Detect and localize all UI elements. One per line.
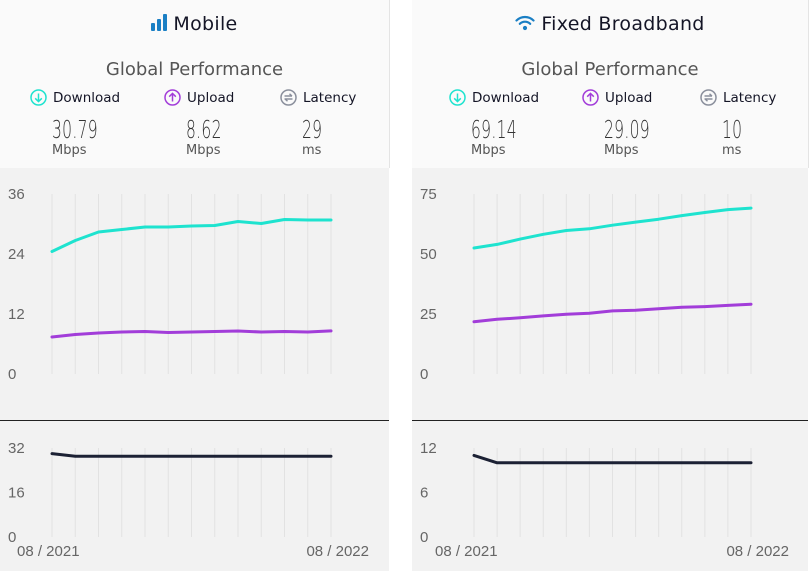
metric-label: Upload (187, 90, 235, 106)
panel-mobile: Mobile Global Performance Download 30.79… (0, 0, 390, 571)
metric-unit: ms (722, 143, 742, 158)
metric-unit: Mbps (604, 143, 639, 158)
metric-value: 69.14 (471, 115, 517, 144)
signal-bars-icon (151, 14, 168, 36)
latency-y-tick-label: 32 (8, 440, 25, 457)
metric-value: 10 (722, 115, 743, 144)
latency-y-tick-label: 16 (8, 485, 25, 502)
metric-value: 29.09 (604, 115, 650, 144)
speed-y-tick-label: 0 (420, 366, 428, 383)
metric-label: Latency (723, 90, 777, 106)
chart-svg: 0 12 24 36 0 16 32 08 / 2021 08 / 2022 (8, 186, 369, 560)
metric-unit: Mbps (186, 143, 221, 158)
x-tick-label: 08 / 2022 (726, 543, 789, 560)
latency-icon (700, 89, 717, 113)
latency-line (472, 453, 753, 465)
speed-y-tick-label: 36 (8, 186, 25, 203)
metric-download: Download 69.14 Mbps (449, 87, 559, 158)
panel-title-text: Fixed Broadband (541, 13, 705, 35)
download-arrow-icon (449, 89, 466, 113)
speed-y-tick-label: 24 (8, 246, 25, 263)
wifi-icon (515, 14, 535, 36)
x-tick-label: 08 / 2022 (306, 543, 369, 560)
chart-divider (0, 420, 389, 421)
speed-y-tick-label: 12 (8, 306, 25, 323)
metric-value: 8.62 (186, 115, 222, 144)
x-tick-label: 08 / 2021 (435, 543, 498, 560)
metric-label: Latency (303, 90, 357, 106)
panel-header: Fixed Broadband Global Performance Downl… (412, 0, 809, 168)
upload-line (472, 302, 753, 324)
x-tick-label: 08 / 2021 (17, 543, 80, 560)
metric-upload: Upload 29.09 Mbps (582, 87, 692, 158)
panel-title: Fixed Broadband (412, 13, 808, 36)
panel-title: Mobile (0, 13, 389, 36)
chart-area: 0 12 24 36 0 16 32 08 / 2021 08 / 2022 (0, 168, 389, 571)
metric-unit: ms (302, 143, 322, 158)
panel-subtitle: Global Performance (521, 59, 699, 80)
panel-header: Mobile Global Performance Download 30.79… (0, 0, 390, 168)
metric-unit: Mbps (52, 143, 87, 158)
chart-svg: 0 25 50 75 0 6 12 08 / 2021 08 / 2022 (420, 186, 789, 560)
metric-latency: Latency 10 ms (700, 87, 810, 158)
panel-subtitle: Global Performance (105, 59, 284, 80)
metric-label: Download (53, 90, 121, 106)
chart-area: 0 25 50 75 0 6 12 08 / 2021 08 / 2022 (412, 168, 808, 571)
speed-y-tick-label: 50 (420, 246, 437, 263)
upload-arrow-icon (164, 89, 181, 113)
download-arrow-icon (30, 89, 47, 113)
latency-y-tick-label: 0 (420, 529, 428, 546)
latency-line (50, 452, 333, 458)
metric-value: 29 (302, 115, 323, 144)
metric-upload: Upload 8.62 Mbps (164, 87, 274, 158)
metric-latency: Latency 29 ms (280, 87, 390, 158)
speed-y-tick-label: 75 (420, 186, 437, 203)
latency-y-tick-label: 12 (420, 440, 437, 457)
metric-label: Upload (605, 90, 653, 106)
speed-y-tick-label: 25 (420, 306, 437, 323)
metric-label: Download (472, 90, 540, 106)
metric-unit: Mbps (471, 143, 506, 158)
metric-download: Download 30.79 Mbps (30, 87, 140, 158)
chart-divider (412, 420, 808, 421)
upload-arrow-icon (582, 89, 599, 113)
panel-fixed-broadband: Fixed Broadband Global Performance Downl… (412, 0, 809, 571)
speed-y-tick-label: 0 (8, 366, 16, 383)
latency-icon (280, 89, 297, 113)
latency-y-tick-label: 6 (420, 485, 428, 502)
latency-y-tick-label: 0 (8, 529, 16, 546)
panel-title-text: Mobile (173, 13, 238, 35)
metric-value: 30.79 (52, 115, 98, 144)
